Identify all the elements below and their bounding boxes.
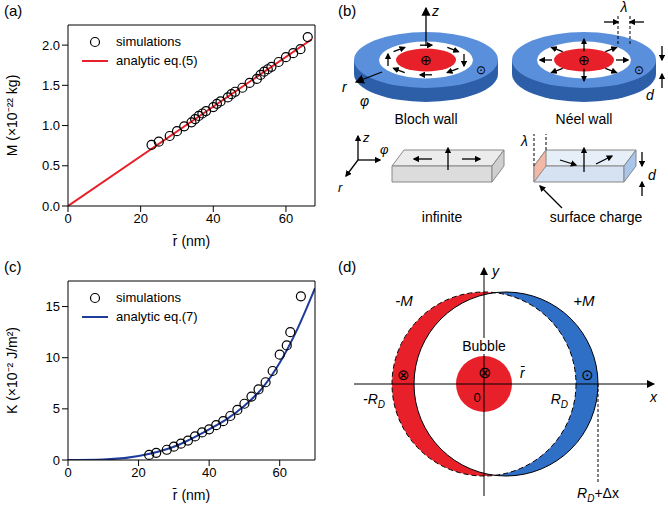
svg-text:(d): (d) [338, 258, 356, 275]
svg-text:⊙: ⊙ [581, 366, 594, 383]
svg-text:d: d [648, 167, 657, 183]
svg-text:0: 0 [64, 465, 71, 480]
svg-text:Bloch wall: Bloch wall [394, 111, 457, 127]
svg-text:⊗: ⊗ [478, 364, 491, 381]
svg-text:RD+Δx: RD+Δx [577, 485, 619, 504]
svg-text:Bubble: Bubble [462, 338, 506, 354]
svg-text:5: 5 [53, 401, 60, 416]
svg-text:20: 20 [133, 211, 147, 226]
svg-text:-M: -M [395, 292, 413, 309]
svg-text:⊕: ⊕ [578, 52, 590, 68]
svg-text:2.0: 2.0 [42, 38, 60, 53]
svg-text:M (×10⁻²² kg): M (×10⁻²² kg) [4, 75, 20, 157]
svg-text:60: 60 [279, 211, 293, 226]
html-text:analytic eq.(5): analytic eq.(5) [116, 53, 198, 68]
svg-text:d: d [646, 87, 655, 103]
svg-text:r: r [342, 79, 348, 95]
svg-text:0: 0 [473, 390, 480, 405]
svg-text:K (×10⁻² J/m²): K (×10⁻² J/m²) [4, 327, 20, 414]
svg-text:RD: RD [551, 391, 568, 410]
svg-text:+M: +M [573, 292, 595, 309]
html-text:simulations: simulations [116, 34, 181, 49]
html-text:(c): (c) [4, 258, 22, 275]
svg-text:⊗: ⊗ [397, 366, 410, 383]
svg-text:z: z [431, 3, 439, 19]
svg-text:φ: φ [380, 142, 389, 157]
html-text:simulations: simulations [116, 290, 181, 305]
svg-text:r̄ (nm): r̄ (nm) [172, 487, 210, 503]
svg-text:λ: λ [620, 0, 628, 15]
svg-text:0: 0 [64, 211, 71, 226]
svg-text:⊙: ⊙ [476, 63, 486, 77]
html-text:(a): (a) [4, 2, 23, 19]
svg-text:0.5: 0.5 [42, 158, 60, 173]
svg-text:60: 60 [272, 465, 286, 480]
svg-text:surface charge: surface charge [550, 209, 643, 225]
svg-text:1.0: 1.0 [42, 118, 60, 133]
svg-text:y: y [491, 263, 500, 279]
svg-text:1.5: 1.5 [42, 78, 60, 93]
svg-text:-RD: -RD [363, 391, 385, 410]
svg-text:x: x [649, 389, 658, 405]
svg-text:λ: λ [520, 133, 528, 149]
svg-text:20: 20 [131, 465, 145, 480]
svg-text:r̄: r̄ [520, 365, 526, 381]
svg-text:0: 0 [53, 453, 60, 468]
svg-text:infinite: infinite [422, 209, 463, 225]
svg-text:40: 40 [206, 211, 220, 226]
html-text:analytic eq.(7): analytic eq.(7) [116, 309, 198, 324]
svg-text:φ: φ [360, 93, 369, 109]
svg-text:10: 10 [46, 350, 60, 365]
svg-text:r̄ (nm): r̄ (nm) [172, 233, 210, 249]
svg-text:z: z [362, 130, 370, 145]
svg-text:15: 15 [46, 299, 60, 314]
svg-text:(b): (b) [338, 2, 356, 19]
svg-text:r: r [338, 180, 343, 195]
svg-text:0.0: 0.0 [42, 199, 60, 214]
svg-text:⊕: ⊕ [420, 52, 432, 68]
svg-text:⊙: ⊙ [634, 63, 644, 77]
svg-text:40: 40 [202, 465, 216, 480]
svg-text:Néel wall: Néel wall [556, 111, 613, 127]
